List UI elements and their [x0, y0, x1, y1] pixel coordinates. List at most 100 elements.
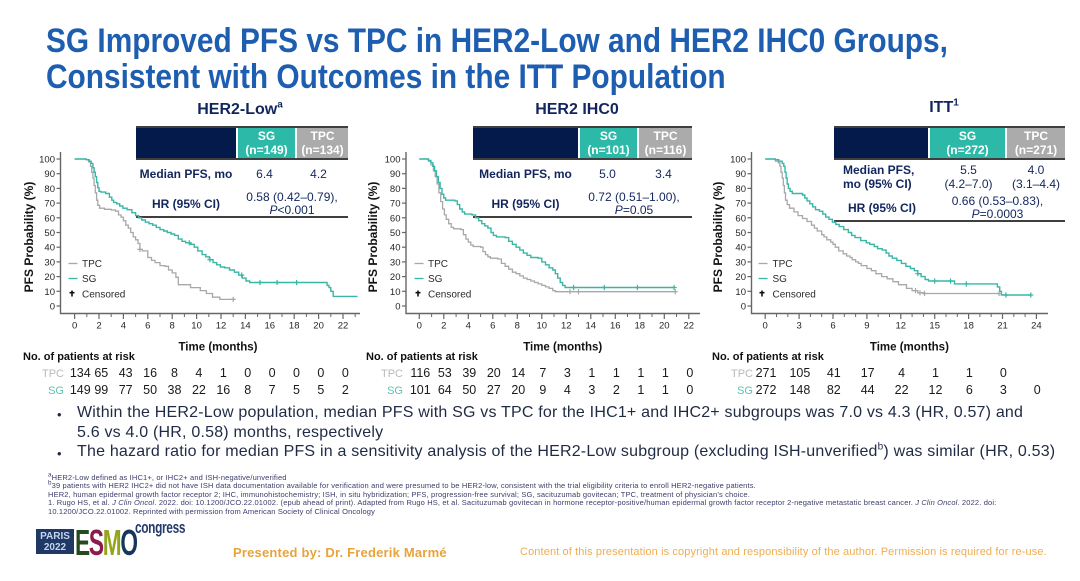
svg-text:22: 22: [192, 383, 206, 397]
svg-text:40: 40: [44, 243, 55, 254]
svg-text:2: 2: [441, 321, 446, 332]
svg-text:6: 6: [490, 321, 495, 332]
svg-text:1: 1: [588, 366, 595, 380]
svg-text:2: 2: [613, 383, 620, 397]
svg-text:SG: SG: [387, 385, 403, 397]
svg-text:0: 0: [244, 366, 251, 380]
svg-text:65: 65: [94, 366, 108, 380]
svg-text:0: 0: [686, 383, 693, 397]
svg-text:38: 38: [168, 383, 182, 397]
svg-text:SG: SG: [428, 274, 443, 285]
svg-text:70: 70: [44, 199, 55, 210]
svg-text:3: 3: [588, 383, 595, 397]
svg-text:27: 27: [487, 383, 501, 397]
svg-text:4: 4: [564, 383, 571, 397]
svg-text:5: 5: [317, 383, 324, 397]
svg-text:0: 0: [395, 302, 400, 313]
svg-text:10: 10: [390, 287, 401, 298]
svg-text:TPC: TPC: [731, 368, 753, 380]
svg-text:5: 5: [293, 383, 300, 397]
svg-text:4: 4: [466, 321, 471, 332]
svg-text:30: 30: [735, 257, 746, 268]
svg-text:44: 44: [861, 383, 875, 397]
svg-text:1: 1: [613, 366, 620, 380]
svg-text:50: 50: [735, 228, 746, 239]
svg-text:80: 80: [390, 184, 401, 195]
svg-text:Censored: Censored: [773, 290, 816, 301]
svg-text:60: 60: [44, 213, 55, 224]
svg-text:21: 21: [997, 321, 1008, 332]
svg-text:40: 40: [390, 243, 401, 254]
svg-text:12: 12: [216, 321, 227, 332]
svg-text:41: 41: [827, 366, 841, 380]
svg-text:90: 90: [390, 169, 401, 180]
svg-text:43: 43: [119, 366, 133, 380]
svg-text:16: 16: [216, 383, 230, 397]
svg-text:0: 0: [1034, 383, 1041, 397]
svg-text:40: 40: [735, 243, 746, 254]
svg-text:6: 6: [145, 321, 150, 332]
svg-text:0: 0: [293, 366, 300, 380]
svg-text:TPC: TPC: [773, 259, 793, 270]
svg-text:No. of patients at risk: No. of patients at risk: [712, 351, 825, 363]
svg-text:50: 50: [390, 228, 401, 239]
svg-text:4: 4: [898, 366, 905, 380]
svg-text:10: 10: [44, 287, 55, 298]
svg-text:24: 24: [1031, 321, 1042, 332]
svg-text:82: 82: [827, 383, 841, 397]
svg-text:99: 99: [94, 383, 108, 397]
svg-text:22: 22: [338, 321, 349, 332]
svg-text:15: 15: [929, 321, 940, 332]
svg-text:90: 90: [44, 169, 55, 180]
svg-text:14: 14: [240, 321, 251, 332]
svg-text:10: 10: [537, 321, 548, 332]
svg-text:272: 272: [756, 383, 777, 397]
svg-text:60: 60: [735, 213, 746, 224]
svg-text:70: 70: [390, 199, 401, 210]
svg-text:4: 4: [195, 366, 202, 380]
svg-text:77: 77: [119, 383, 133, 397]
svg-text:6: 6: [966, 383, 973, 397]
svg-text:18: 18: [289, 321, 300, 332]
svg-text:6: 6: [830, 321, 835, 332]
svg-text:TPC: TPC: [42, 368, 64, 380]
svg-text:16: 16: [265, 321, 276, 332]
svg-text:134: 134: [70, 366, 91, 380]
svg-text:50: 50: [44, 228, 55, 239]
svg-text:Time (months): Time (months): [523, 342, 602, 354]
svg-text:18: 18: [635, 321, 646, 332]
svg-text:TPC: TPC: [82, 259, 102, 270]
svg-text:53: 53: [438, 366, 452, 380]
svg-text:70: 70: [735, 199, 746, 210]
svg-text:Time (months): Time (months): [178, 342, 257, 354]
svg-text:1: 1: [662, 383, 669, 397]
svg-text:2: 2: [342, 383, 349, 397]
svg-text:80: 80: [735, 184, 746, 195]
svg-text:60: 60: [390, 213, 401, 224]
svg-text:0: 0: [317, 366, 324, 380]
svg-text:101: 101: [410, 383, 431, 397]
svg-text:22: 22: [684, 321, 695, 332]
svg-text:116: 116: [410, 366, 430, 380]
svg-text:0: 0: [50, 302, 55, 313]
svg-text:16: 16: [610, 321, 621, 332]
svg-text:8: 8: [170, 321, 175, 332]
svg-text:0: 0: [342, 366, 349, 380]
svg-text:1: 1: [662, 366, 669, 380]
svg-text:SG: SG: [773, 274, 788, 285]
svg-text:1: 1: [966, 366, 973, 380]
svg-text:20: 20: [44, 272, 55, 283]
svg-text:7: 7: [269, 383, 276, 397]
svg-text:100: 100: [39, 155, 55, 166]
svg-text:20: 20: [735, 272, 746, 283]
svg-text:8: 8: [515, 321, 520, 332]
svg-text:10: 10: [735, 287, 746, 298]
svg-text:TPC: TPC: [381, 368, 403, 380]
svg-text:1: 1: [932, 366, 939, 380]
svg-text:TPC: TPC: [428, 259, 448, 270]
svg-text:39: 39: [462, 366, 476, 380]
svg-text:14: 14: [586, 321, 597, 332]
svg-text:90: 90: [735, 169, 746, 180]
svg-text:9: 9: [864, 321, 869, 332]
svg-text:0: 0: [417, 321, 422, 332]
